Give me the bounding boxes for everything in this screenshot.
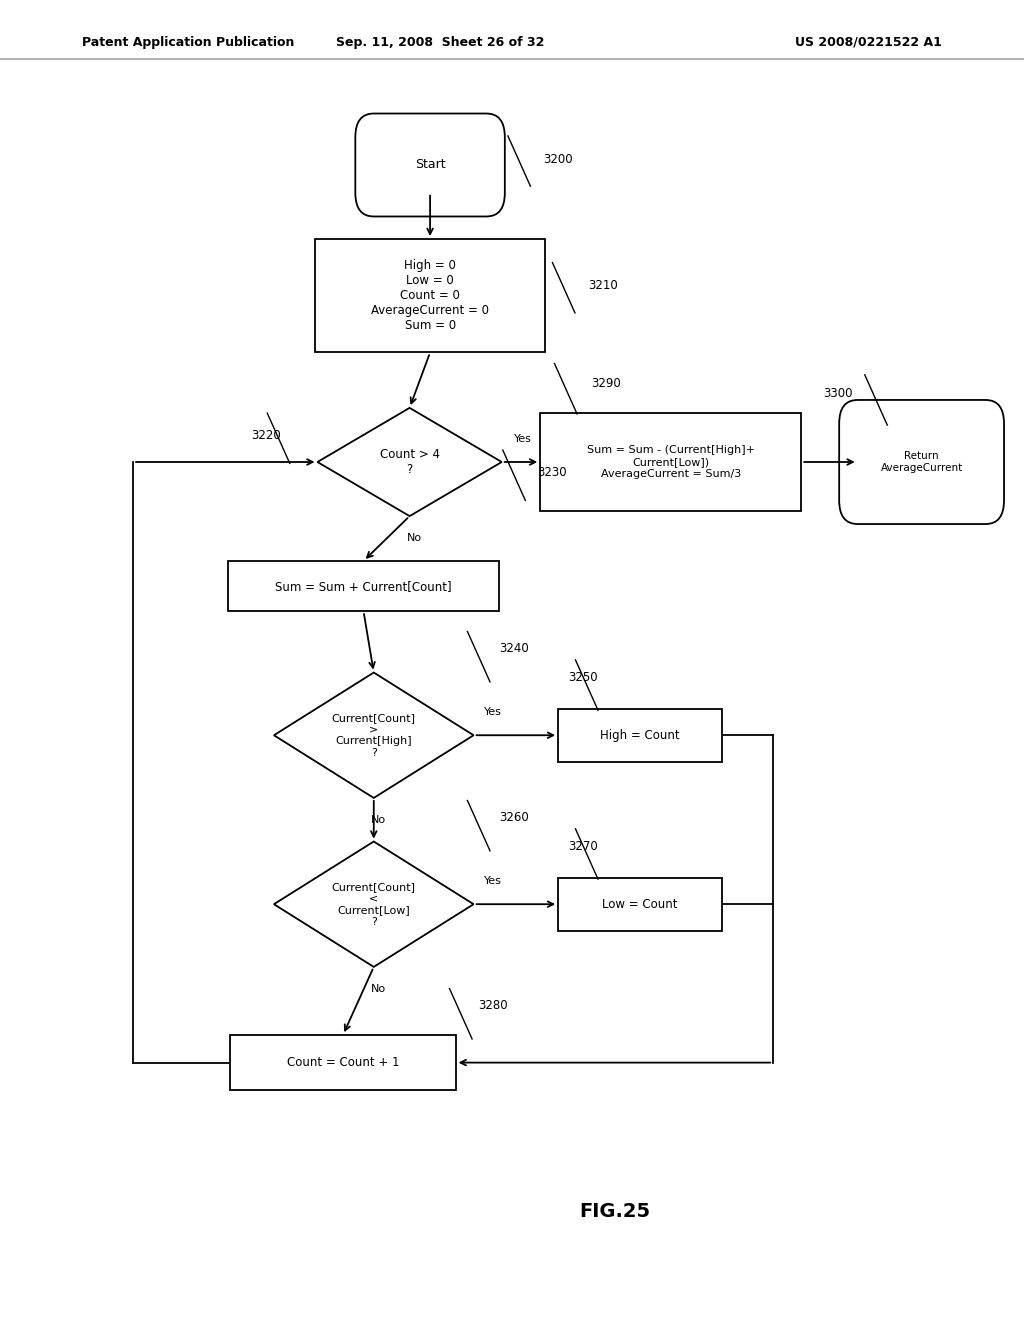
FancyBboxPatch shape — [541, 412, 802, 511]
Text: Return
AverageCurrent: Return AverageCurrent — [881, 451, 963, 473]
FancyBboxPatch shape — [315, 239, 545, 352]
Text: 3280: 3280 — [478, 999, 508, 1012]
Text: High = Count: High = Count — [600, 729, 680, 742]
FancyBboxPatch shape — [558, 878, 722, 931]
Text: 3200: 3200 — [543, 153, 572, 166]
Polygon shape — [273, 672, 473, 797]
Text: 3300: 3300 — [823, 387, 852, 400]
FancyBboxPatch shape — [230, 1035, 456, 1090]
Text: Count > 4
?: Count > 4 ? — [380, 447, 439, 477]
Text: 3260: 3260 — [500, 812, 529, 824]
Text: Sum = Sum - (Current[High]+
Current[Low])
AverageCurrent = Sum/3: Sum = Sum - (Current[High]+ Current[Low]… — [587, 445, 755, 479]
Text: Count = Count + 1: Count = Count + 1 — [287, 1056, 399, 1069]
Text: 3220: 3220 — [251, 429, 281, 442]
Text: 3270: 3270 — [568, 840, 598, 853]
Text: No: No — [372, 814, 386, 825]
FancyBboxPatch shape — [558, 709, 722, 762]
Text: FIG.25: FIG.25 — [579, 1203, 650, 1221]
Polygon shape — [317, 408, 502, 516]
Text: Low = Count: Low = Count — [602, 898, 678, 911]
Text: 3290: 3290 — [592, 378, 622, 389]
Text: No: No — [372, 985, 386, 994]
FancyBboxPatch shape — [355, 114, 505, 216]
Text: Patent Application Publication: Patent Application Publication — [82, 36, 294, 49]
Text: US 2008/0221522 A1: US 2008/0221522 A1 — [796, 36, 942, 49]
Text: No: No — [408, 533, 422, 544]
Text: 3210: 3210 — [588, 279, 618, 292]
FancyBboxPatch shape — [227, 561, 500, 611]
Polygon shape — [273, 842, 473, 966]
Text: Yes: Yes — [484, 875, 502, 886]
Text: Yes: Yes — [514, 433, 531, 444]
FancyBboxPatch shape — [840, 400, 1004, 524]
Text: 3250: 3250 — [568, 671, 598, 684]
Text: 3230: 3230 — [538, 466, 567, 479]
Text: Yes: Yes — [484, 706, 502, 717]
Text: Sum = Sum + Current[Count]: Sum = Sum + Current[Count] — [275, 579, 452, 593]
Text: 3240: 3240 — [500, 643, 529, 655]
Text: Sep. 11, 2008  Sheet 26 of 32: Sep. 11, 2008 Sheet 26 of 32 — [336, 36, 545, 49]
Text: Current[Count]
>
Current[High]
?: Current[Count] > Current[High] ? — [332, 713, 416, 758]
Text: High = 0
Low = 0
Count = 0
AverageCurrent = 0
Sum = 0: High = 0 Low = 0 Count = 0 AverageCurren… — [371, 259, 489, 333]
Text: Start: Start — [415, 158, 445, 172]
Text: Current[Count]
<
Current[Low]
?: Current[Count] < Current[Low] ? — [332, 882, 416, 927]
